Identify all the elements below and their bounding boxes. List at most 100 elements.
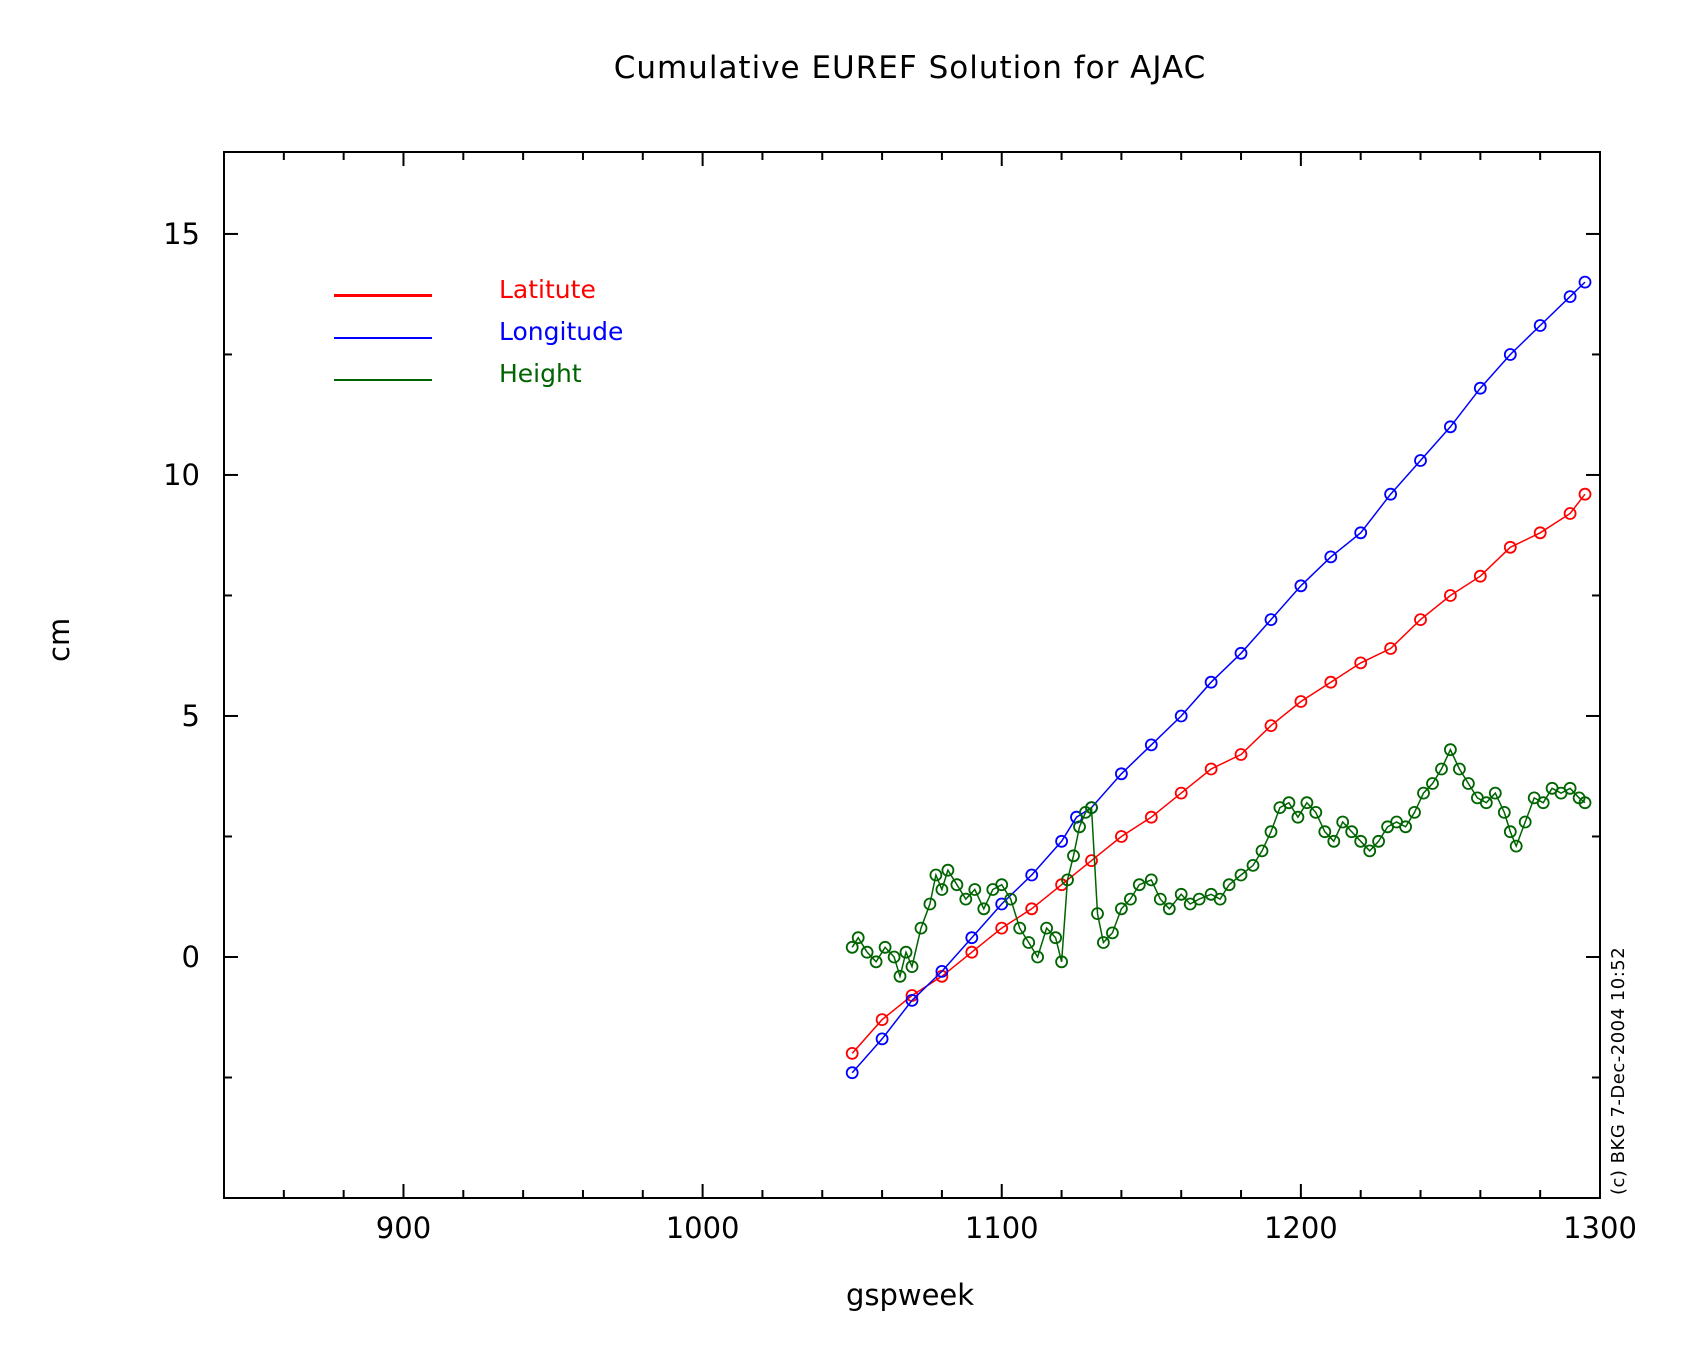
data-point [887, 950, 901, 964]
data-point [1354, 656, 1368, 670]
data-point [1049, 931, 1062, 945]
data-point [893, 969, 907, 983]
data-point [1533, 526, 1547, 540]
data-point [1213, 892, 1227, 906]
data-point [929, 868, 943, 882]
data-point [1309, 806, 1323, 819]
data-point [1318, 825, 1332, 839]
data-point [965, 945, 979, 959]
data-point [1025, 902, 1039, 916]
data-point [1453, 762, 1466, 776]
data-point [1563, 290, 1577, 304]
data-point [905, 994, 919, 1007]
data-point [1025, 868, 1039, 882]
data-point [1106, 926, 1119, 940]
data-point [959, 892, 973, 906]
data-point [845, 940, 859, 954]
x-tick-label: 1100 [965, 1211, 1039, 1245]
data-point [845, 1047, 859, 1060]
data-point [1503, 825, 1517, 839]
legend-label-longitude: Longitude [499, 317, 624, 346]
data-point [905, 960, 919, 973]
data-point [1031, 950, 1044, 964]
data-point [995, 878, 1009, 892]
plot-frame [223, 151, 1601, 1199]
data-point [1372, 834, 1385, 848]
data-point [1115, 767, 1128, 781]
x-tick-label: 1300 [1563, 1211, 1637, 1245]
data-point [851, 931, 865, 945]
data-point [1435, 762, 1448, 776]
data-point [1067, 849, 1080, 863]
data-point [1473, 569, 1487, 583]
data-point [878, 940, 892, 954]
data-point [1444, 743, 1457, 757]
data-point [1578, 487, 1592, 501]
axis-ticks [224, 152, 1601, 1198]
data-point [1578, 796, 1592, 810]
data-point [1444, 589, 1457, 602]
tick-labels: 900 1000 1100 1200 1300 0 5 10 15 [163, 217, 1637, 1245]
data-point [1115, 830, 1128, 843]
data-point [1408, 806, 1421, 819]
data-point [1115, 902, 1128, 916]
data-point [1174, 709, 1188, 723]
data-point [1264, 613, 1278, 626]
data-point [1055, 955, 1068, 969]
data-point [1578, 275, 1592, 289]
data-point [869, 955, 883, 969]
data-point [1085, 854, 1098, 867]
data-point [1255, 844, 1269, 858]
data-point [1291, 810, 1305, 824]
data-point [1132, 878, 1146, 892]
series-height [845, 743, 1592, 983]
y-tick-label: 5 [182, 699, 200, 733]
data-point [941, 863, 955, 877]
data-point [1414, 454, 1427, 467]
data-point [1384, 487, 1397, 501]
series-line [851, 281, 1586, 1074]
data-point [875, 1013, 889, 1026]
data-point [1417, 786, 1430, 800]
data-point [1426, 777, 1439, 790]
data-point [1414, 613, 1427, 626]
series-line [851, 747, 1586, 980]
legend-line-latitude [334, 294, 432, 297]
data-point [1055, 834, 1068, 848]
data-point [1022, 936, 1036, 949]
data-point [1399, 820, 1412, 834]
legend-label-latitude: Latitute [499, 275, 596, 304]
series-latitute [845, 487, 1592, 1060]
data-point [1162, 902, 1176, 916]
data-point [935, 965, 949, 978]
data-point [1204, 762, 1218, 776]
data-point [1473, 381, 1487, 395]
data-point [1384, 642, 1397, 655]
data-point [1536, 796, 1550, 810]
data-point [977, 902, 991, 916]
data-point [935, 883, 949, 896]
data-point [1264, 825, 1278, 839]
data-point [1363, 844, 1377, 858]
data-point [1479, 796, 1493, 810]
data-point [1204, 675, 1218, 689]
data-point [1174, 786, 1188, 800]
data-point [1124, 892, 1137, 906]
data-point [1222, 878, 1236, 892]
data-point [995, 921, 1009, 935]
data-point [1503, 348, 1517, 361]
data-point [968, 883, 982, 896]
data-point [1174, 887, 1188, 901]
data-point [1563, 507, 1577, 520]
data-point [1324, 550, 1338, 564]
data-point [1282, 796, 1296, 810]
legend-line-longitude [334, 337, 432, 339]
legend-label-height: Height [499, 359, 582, 388]
data-point [1503, 540, 1517, 554]
y-tick-label: 15 [163, 217, 200, 251]
x-tick-label: 1200 [1264, 1211, 1338, 1245]
data-point [1462, 777, 1475, 790]
y-tick-label: 10 [163, 458, 200, 492]
data-point [1354, 834, 1368, 848]
data-point [1085, 801, 1098, 814]
